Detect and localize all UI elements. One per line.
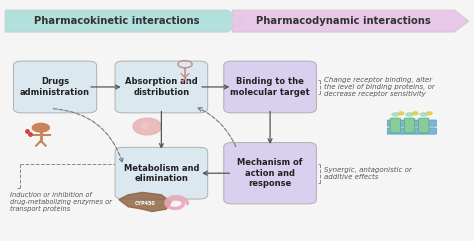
FancyBboxPatch shape [387, 128, 437, 134]
Text: Absorption and
distribution: Absorption and distribution [125, 77, 198, 97]
FancyBboxPatch shape [224, 61, 317, 113]
Text: Mechanism of
action and
response: Mechanism of action and response [237, 158, 303, 188]
FancyBboxPatch shape [224, 142, 317, 204]
Ellipse shape [133, 118, 161, 135]
Text: Drugs
administration: Drugs administration [20, 77, 90, 97]
FancyBboxPatch shape [419, 118, 429, 133]
FancyBboxPatch shape [390, 118, 401, 133]
FancyBboxPatch shape [404, 118, 415, 133]
Text: Change receptor binding, alter
the level of binding proteins, or
decrease recept: Change receptor binding, alter the level… [324, 77, 435, 97]
Text: Synergic, antagonistic or
additive effects: Synergic, antagonistic or additive effec… [324, 167, 412, 180]
Polygon shape [119, 192, 171, 212]
Text: Pharmacokinetic interactions: Pharmacokinetic interactions [34, 16, 199, 26]
Text: Binding to the
molecular target: Binding to the molecular target [230, 77, 310, 97]
FancyBboxPatch shape [115, 61, 208, 113]
Text: Metabolism and
elimination: Metabolism and elimination [124, 163, 199, 183]
Ellipse shape [141, 122, 148, 128]
Text: CYP450: CYP450 [135, 201, 155, 206]
Polygon shape [232, 10, 469, 32]
Polygon shape [5, 10, 242, 32]
Circle shape [427, 112, 432, 115]
FancyBboxPatch shape [387, 120, 437, 126]
FancyBboxPatch shape [13, 61, 97, 113]
Circle shape [406, 113, 413, 116]
Text: Induction or inhibition of
drug-metabolizing enzymes or
transport proteins: Induction or inhibition of drug-metaboli… [10, 192, 112, 212]
Text: Pharmacodynamic interactions: Pharmacodynamic interactions [256, 16, 431, 26]
Circle shape [420, 113, 428, 116]
Circle shape [412, 112, 418, 115]
FancyBboxPatch shape [115, 147, 208, 199]
Circle shape [398, 112, 404, 115]
Circle shape [392, 113, 399, 116]
Circle shape [32, 123, 49, 132]
